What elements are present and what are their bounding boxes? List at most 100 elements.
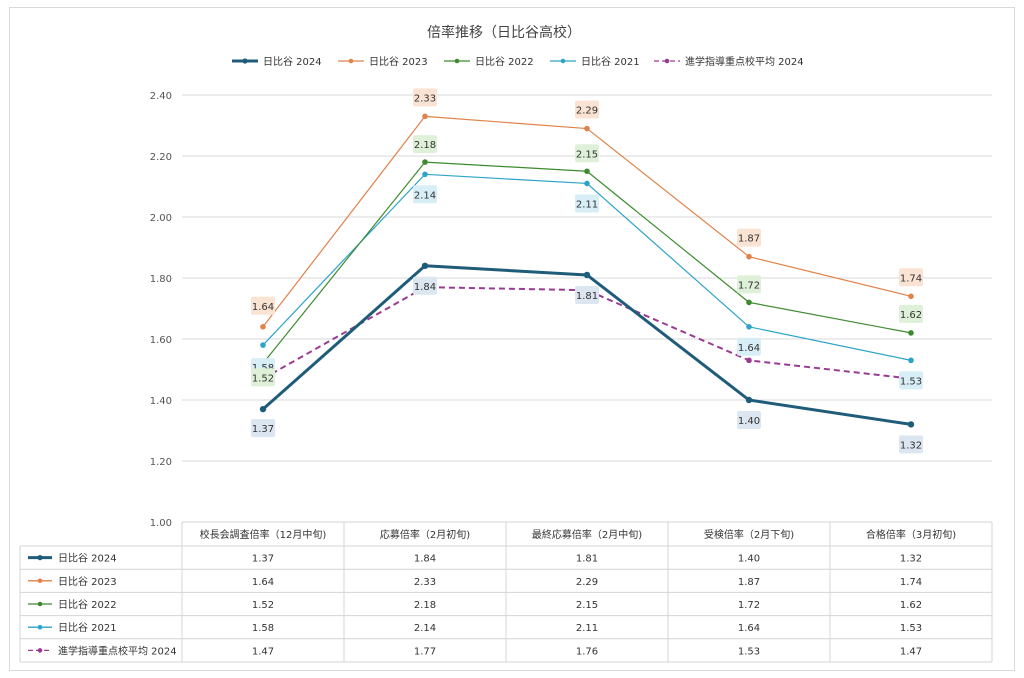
data-label: 1.40: [737, 411, 761, 429]
data-label-bg: [899, 435, 923, 454]
table-cell-value: 2.18: [414, 600, 436, 611]
data-label-text: 1.87: [738, 234, 760, 245]
legend-label: 日比谷 2023: [369, 56, 428, 68]
y-tick-label: 2.20: [150, 152, 172, 163]
data-point: [746, 253, 752, 260]
data-point: [259, 405, 267, 413]
legend-item: 日比谷 2022: [444, 56, 534, 68]
table-cell-value: 1.32: [900, 554, 922, 565]
data-point: [745, 396, 753, 404]
line-chart: 倍率推移（日比谷高校） 日比谷 2024 日比谷 2023 日比谷 2022 日比谷 …: [19, 24, 993, 663]
x-category-label: 受検倍率（2月下旬): [704, 528, 794, 541]
x-category-label: 合格倍率（3月初旬): [866, 528, 956, 541]
data-label-text: 1.40: [738, 416, 760, 427]
table-row-label: 日比谷 2024: [58, 553, 117, 565]
table-cell-value: 1.87: [738, 577, 760, 588]
data-label: 1.52: [251, 368, 275, 387]
data-label-text: 2.15: [576, 149, 598, 160]
data-point: [260, 324, 266, 330]
data-label-bg: [737, 337, 761, 356]
table-cell-value: 2.15: [576, 600, 598, 611]
data-label-bg: [413, 185, 437, 204]
series-3: [260, 159, 914, 367]
series-2: [260, 113, 914, 330]
table-cell-value: 1.76: [576, 646, 598, 657]
legend: 日比谷 2024 日比谷 2023 日比谷 2022 日比谷 2021 進学指導重点校平…: [232, 55, 804, 68]
data-label: 1.62: [899, 304, 923, 323]
table-row-marker: [37, 601, 43, 607]
table-row-label: 日比谷 2023: [58, 576, 117, 588]
legend-marker: [242, 58, 248, 64]
data-point: [260, 342, 266, 348]
data-table: 校長会調査倍率（12月中旬) 応募倍率（2月初旬) 最終応募倍率（2月中旬) 受検倍率…: [19, 521, 993, 663]
data-label-bg: [899, 268, 923, 287]
data-label-bg: [413, 88, 437, 107]
chart-title: 倍率推移（日比谷高校）: [427, 24, 581, 41]
table-cell-value: 1.53: [738, 646, 760, 657]
legend-marker: [560, 58, 566, 64]
table-row: 進学指導重点校平均 2024 1.47 1.77 1.76 1.53 1.47: [28, 644, 922, 657]
data-point: [584, 125, 590, 132]
data-label-bg: [413, 135, 437, 154]
series-lines: [259, 113, 915, 428]
table-cell-value: 1.84: [414, 554, 436, 565]
data-label-text: 1.84: [414, 282, 436, 293]
data-label-text: 2.14: [414, 190, 436, 201]
table-cell-value: 1.47: [252, 646, 274, 657]
data-label-bg: [899, 371, 923, 390]
data-label: 1.81: [575, 285, 599, 304]
legend-item: 日比谷 2021: [550, 56, 640, 68]
data-label-bg: [575, 285, 599, 304]
data-label: 1.64: [251, 296, 275, 315]
legend-label: 進学指導重点校平均 2024: [685, 55, 804, 68]
legend-label: 日比谷 2022: [475, 56, 534, 68]
table-row-label: 進学指導重点校平均 2024: [58, 644, 177, 657]
x-category-label: 校長会調査倍率（12月中旬): [200, 528, 327, 541]
data-label: 2.14: [413, 185, 437, 204]
data-label: 1.64: [737, 337, 761, 356]
data-labels: 1.582.142.111.641.531.522.182.151.721.62…: [251, 88, 923, 454]
table-cell-value: 2.33: [414, 577, 436, 588]
data-point: [908, 357, 914, 364]
data-label-bg: [899, 304, 923, 323]
legend-item: 日比谷 2023: [338, 56, 428, 68]
data-label: 2.29: [575, 100, 599, 119]
data-label-bg: [413, 276, 437, 295]
data-label-text: 1.37: [252, 424, 274, 435]
legend-item: 日比谷 2024: [232, 56, 322, 68]
table-row-label: 日比谷 2021: [58, 622, 117, 634]
legend-label: 日比谷 2024: [263, 56, 322, 68]
table-cell-value: 1.64: [252, 577, 274, 588]
data-point: [907, 421, 915, 428]
data-label: 1.74: [899, 268, 923, 287]
legend-marker: [454, 58, 460, 64]
data-point: [421, 262, 429, 269]
data-label-text: 1.53: [900, 376, 922, 387]
table-cell-value: 1.58: [252, 623, 274, 634]
data-point: [746, 357, 752, 364]
table-cell-value: 1.52: [252, 600, 274, 611]
data-point: [584, 180, 590, 187]
table-cell-value: 1.64: [738, 623, 760, 634]
table-row-label: 日比谷 2022: [58, 599, 117, 611]
data-label-bg: [251, 419, 275, 438]
table-cell-value: 1.53: [900, 623, 922, 634]
table-row: 日比谷 2021 1.58 2.14 2.11 1.64 1.53: [28, 622, 922, 634]
data-label-bg: [575, 194, 599, 213]
data-label-text: 2.11: [576, 199, 598, 210]
table-cell-value: 1.77: [414, 646, 436, 657]
data-label-text: 2.18: [414, 140, 436, 151]
table-cell-value: 2.29: [576, 577, 598, 588]
series-line: [262, 161, 912, 364]
table-cell-value: 2.11: [576, 623, 598, 634]
y-tick-label: 1.40: [150, 396, 172, 407]
y-tick-label: 2.00: [150, 213, 172, 224]
data-label: 1.84: [413, 276, 437, 295]
y-tick-label: 1.20: [150, 457, 172, 468]
legend-label: 日比谷 2021: [581, 56, 640, 68]
data-label: 2.18: [413, 135, 437, 154]
x-category-label: 応募倍率（2月初旬): [380, 528, 470, 541]
table-row-marker: [37, 648, 43, 653]
data-label-text: 2.29: [576, 106, 598, 117]
y-tick-label: 1.00: [150, 518, 172, 529]
